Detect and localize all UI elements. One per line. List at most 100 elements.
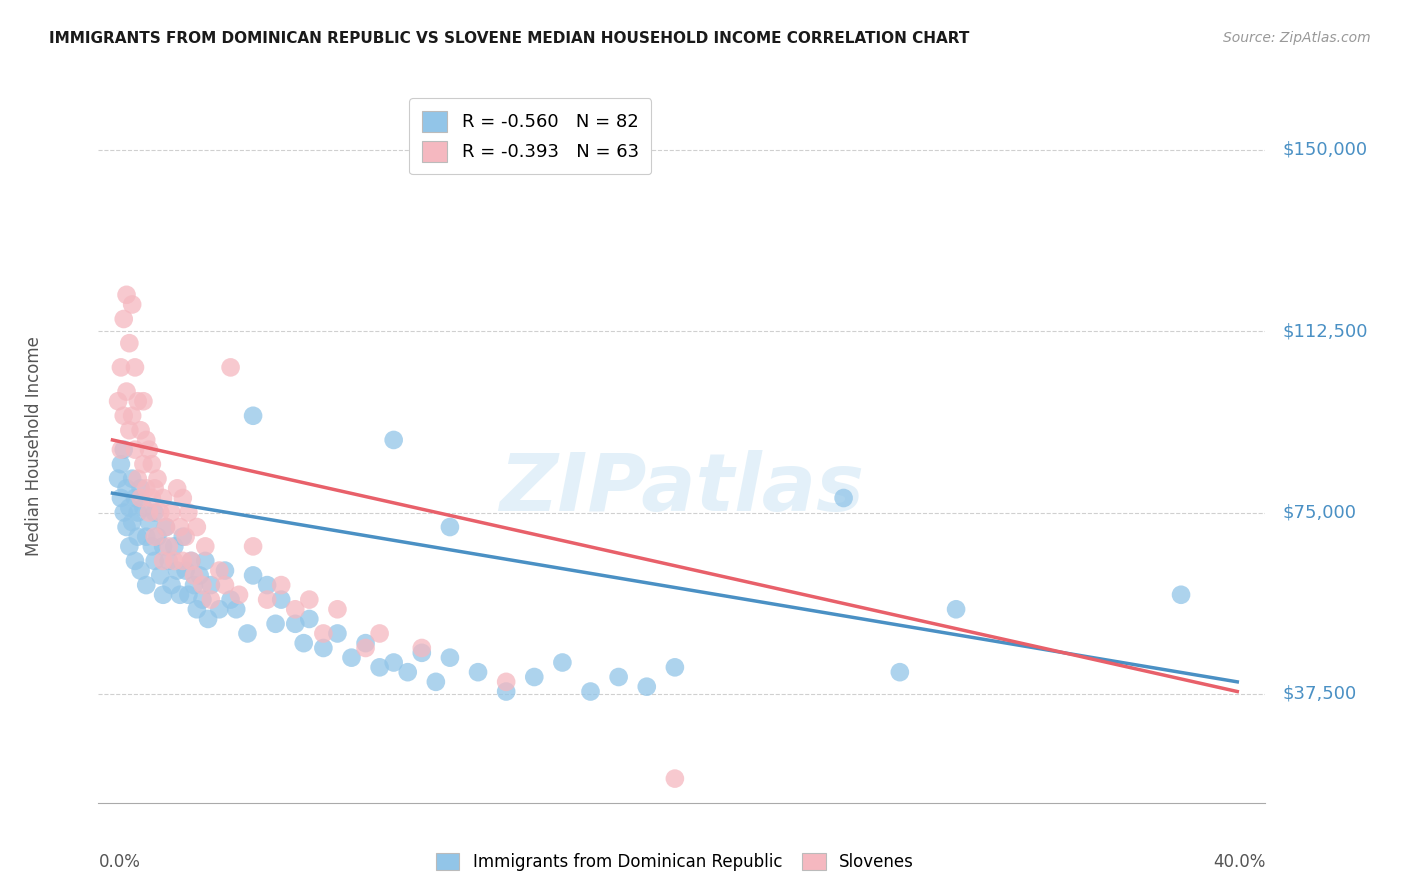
Point [149, 568, 172, 582]
Point [141, 540, 163, 554]
Point [523, 670, 546, 684]
Point [495, 684, 517, 698]
Point [112, 442, 135, 457]
Text: $150,000: $150,000 [1282, 141, 1368, 159]
Point [127, 530, 149, 544]
Point [121, 515, 143, 529]
Point [110, 360, 132, 375]
Point [197, 612, 219, 626]
Point [155, 520, 177, 534]
Text: $75,000: $75,000 [1282, 503, 1357, 522]
Point [124, 554, 146, 568]
Point [149, 506, 172, 520]
Point [368, 660, 391, 674]
Point [242, 540, 264, 554]
Point [160, 506, 183, 520]
Point [129, 491, 152, 505]
Point [186, 520, 208, 534]
Point [166, 564, 188, 578]
Text: ZIPatlas: ZIPatlas [499, 450, 865, 528]
Point [225, 602, 247, 616]
Text: 40.0%: 40.0% [1213, 853, 1265, 871]
Point [326, 602, 349, 616]
Point [143, 506, 166, 520]
Point [138, 506, 160, 520]
Point [141, 491, 163, 505]
Point [183, 568, 205, 582]
Point [163, 554, 186, 568]
Point [129, 481, 152, 495]
Point [242, 409, 264, 423]
Point [439, 650, 461, 665]
Point [495, 674, 517, 689]
Point [112, 312, 135, 326]
Point [152, 540, 174, 554]
Point [107, 394, 129, 409]
Point [177, 506, 200, 520]
Point [242, 568, 264, 582]
Point [135, 530, 157, 544]
Point [152, 554, 174, 568]
Point [200, 592, 222, 607]
Point [270, 578, 292, 592]
Point [664, 660, 686, 674]
Point [152, 491, 174, 505]
Point [467, 665, 489, 680]
Point [121, 409, 143, 423]
Point [166, 481, 188, 495]
Point [551, 656, 574, 670]
Point [607, 670, 630, 684]
Point [439, 520, 461, 534]
Point [208, 564, 231, 578]
Point [236, 626, 259, 640]
Text: Source: ZipAtlas.com: Source: ZipAtlas.com [1223, 31, 1371, 45]
Point [396, 665, 419, 680]
Point [832, 491, 855, 505]
Point [1170, 588, 1192, 602]
Point [186, 602, 208, 616]
Legend: Immigrants from Dominican Republic, Slovenes: Immigrants from Dominican Republic, Slov… [427, 845, 922, 880]
Point [264, 616, 287, 631]
Point [270, 592, 292, 607]
Point [411, 640, 433, 655]
Point [172, 491, 194, 505]
Point [194, 540, 217, 554]
Point [127, 506, 149, 520]
Point [146, 530, 169, 544]
Point [292, 636, 315, 650]
Point [636, 680, 658, 694]
Point [110, 442, 132, 457]
Point [354, 636, 377, 650]
Point [155, 520, 177, 534]
Point [298, 592, 321, 607]
Point [143, 554, 166, 568]
Point [284, 616, 307, 631]
Point [664, 772, 686, 786]
Point [411, 646, 433, 660]
Point [127, 394, 149, 409]
Point [138, 442, 160, 457]
Point [208, 602, 231, 616]
Point [107, 472, 129, 486]
Point [180, 554, 202, 568]
Point [132, 457, 155, 471]
Point [135, 481, 157, 495]
Point [132, 394, 155, 409]
Point [188, 568, 211, 582]
Point [174, 564, 197, 578]
Point [146, 472, 169, 486]
Point [219, 592, 242, 607]
Point [121, 297, 143, 311]
Point [174, 530, 197, 544]
Point [129, 564, 152, 578]
Point [141, 457, 163, 471]
Point [169, 520, 191, 534]
Point [191, 578, 214, 592]
Point [121, 472, 143, 486]
Point [115, 288, 138, 302]
Point [191, 592, 214, 607]
Text: $112,500: $112,500 [1282, 322, 1368, 340]
Point [163, 540, 186, 554]
Point [135, 578, 157, 592]
Point [143, 481, 166, 495]
